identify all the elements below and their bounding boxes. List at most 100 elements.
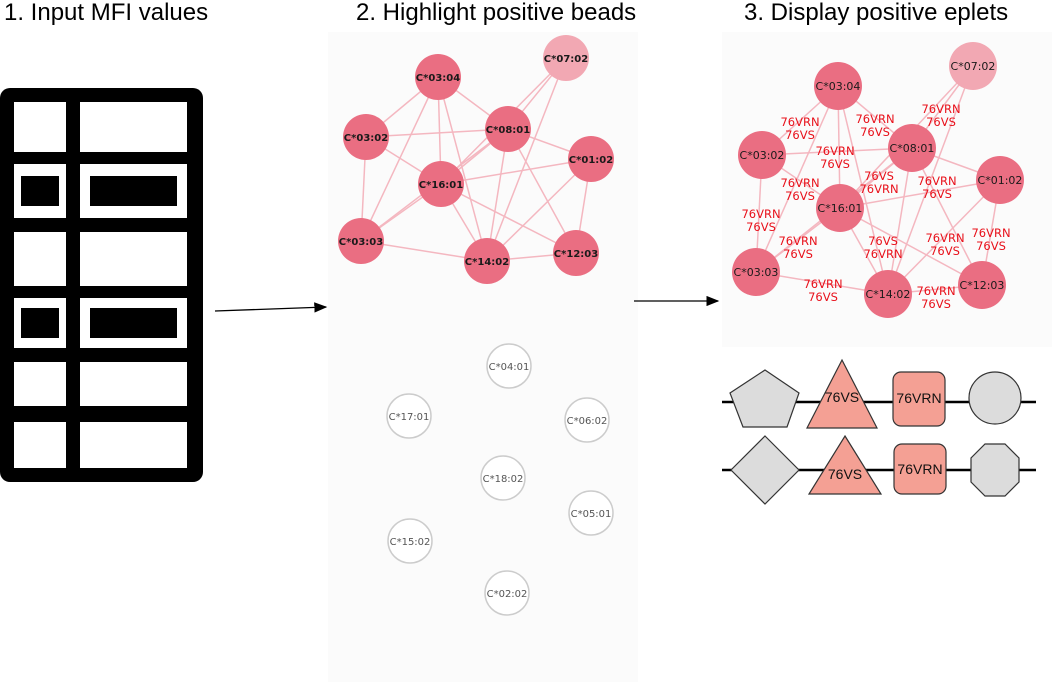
bead-label: C*16:01: [419, 180, 463, 191]
triangle-label: 76VS: [825, 389, 859, 405]
network-edge: [887, 179, 1001, 295]
triangle-shape: [806, 358, 878, 429]
eplet-label-bottom: 76VS: [930, 244, 960, 258]
mfi-table: [0, 88, 203, 482]
rounded-square-label: 76VRN: [896, 390, 941, 406]
eplet-label-bottom: 76VRN: [863, 247, 902, 261]
negative-bead-node: [568, 490, 614, 536]
network-edge: [837, 85, 889, 295]
table-cell-value-bar: [21, 176, 59, 206]
table-cell-value-bar: [90, 308, 177, 338]
network-edge: [486, 158, 592, 262]
eplet-label-bottom: 76VS: [921, 297, 951, 311]
arrow-step1-to-step2: [214, 302, 328, 313]
eplet-label-top: 76VRN: [925, 231, 964, 245]
bead-label: C*06:02: [567, 416, 608, 427]
network-edge: [507, 128, 577, 254]
bead-label: C*03:04: [416, 73, 460, 84]
positive-bead-node: [543, 35, 589, 81]
network-edge: [911, 147, 983, 286]
positive-bead-node: [949, 42, 997, 90]
bead-label: C*03:03: [734, 266, 779, 279]
negative-bead-node: [387, 518, 433, 564]
eplet-label-bottom: 76VS: [785, 128, 815, 142]
step-2-title: 2. Highlight positive beads: [356, 0, 636, 26]
table-cell: [80, 232, 187, 286]
diamond-shape: [730, 435, 800, 505]
bead-label: C*03:02: [344, 133, 388, 144]
eplet-label-top: 76VRN: [778, 234, 817, 248]
table-cell: [14, 232, 66, 286]
network-edge: [437, 76, 488, 262]
bead-label: C*14:02: [866, 288, 911, 301]
eplet-label-top: 76VRN: [921, 102, 960, 116]
bead-label: C*01:02: [569, 155, 613, 166]
bead-label: C*03:03: [339, 237, 383, 248]
positive-bead-node: [415, 54, 461, 100]
bead-label: C*07:02: [951, 60, 996, 73]
bead-label: C*16:01: [818, 202, 863, 215]
network-edge: [440, 183, 577, 254]
eplet-label-top: 76VRN: [971, 226, 1010, 240]
network-edge: [761, 147, 913, 156]
eplet-label-bottom: 76VS: [976, 239, 1006, 253]
bead-label: C*17:01: [389, 412, 430, 423]
table-cell: [80, 102, 187, 152]
eplet-label-top: 76VRN: [917, 174, 956, 188]
negative-bead-node: [386, 393, 432, 439]
eplet-label-bottom: 76VRN: [859, 182, 898, 196]
eplet-label-top: 76VRN: [780, 176, 819, 190]
eplet-label-top: 76VRN: [741, 207, 780, 221]
bead-label: C*12:03: [554, 249, 598, 260]
step-3-title: 3. Display positive eplets: [744, 0, 1008, 26]
network-edge: [365, 128, 509, 138]
negative-bead-node: [484, 570, 530, 616]
positive-bead-node: [485, 106, 531, 152]
eplet-label-top: 76VRN: [855, 112, 894, 126]
positive-bead-node: [814, 62, 862, 110]
octagon-shape: [970, 443, 1020, 497]
table-cell: [80, 422, 187, 468]
positive-bead-node: [553, 230, 599, 276]
network-edge: [887, 147, 913, 295]
bead-label: C*01:02: [978, 174, 1023, 187]
bead-label: C*05:01: [571, 509, 612, 520]
eplet-label-top: 76VS: [864, 169, 894, 183]
negative-bead-cluster: C*04:01 C*17:01 C*06:02 C*18:02 C*05:01 C*15:…: [386, 343, 614, 616]
network-edge: [360, 76, 439, 242]
triangle-label: 76VS: [828, 466, 862, 482]
positive-bead-node: [568, 136, 614, 182]
bead-label: C*14:02: [465, 257, 509, 268]
bead-label: C*02:02: [487, 589, 528, 600]
rounded-square-shape: [893, 443, 947, 495]
circle-shape: [968, 371, 1022, 425]
eplet-label-top: 76VRN: [803, 277, 842, 291]
positive-bead-node: [418, 161, 464, 207]
table-cell: [14, 102, 66, 152]
eplet-label-top: 76VRN: [780, 115, 819, 129]
positive-bead-node: [732, 248, 780, 296]
positive-bead-node: [958, 261, 1006, 309]
eplet-label-bottom: 76VS: [746, 220, 776, 234]
eplet-label-bottom: 76VS: [783, 247, 813, 261]
bead-label: C*03:04: [816, 80, 861, 93]
network-edge: [839, 179, 1001, 209]
positive-bead-node: [343, 114, 389, 160]
haplotype-rows: 76VS 76VRN 76VS 76VRN: [722, 358, 1036, 505]
bead-label: C*08:01: [486, 125, 530, 136]
bead-label: C*12:03: [960, 279, 1005, 292]
network-edge: [486, 57, 567, 262]
negative-bead-node: [486, 343, 532, 389]
eplet-label-bottom: 76VS: [785, 189, 815, 203]
table-cell-value-bar: [21, 308, 59, 338]
table-cell-value-bar: [90, 176, 177, 206]
eplet-label-top: 76VRN: [815, 144, 854, 158]
